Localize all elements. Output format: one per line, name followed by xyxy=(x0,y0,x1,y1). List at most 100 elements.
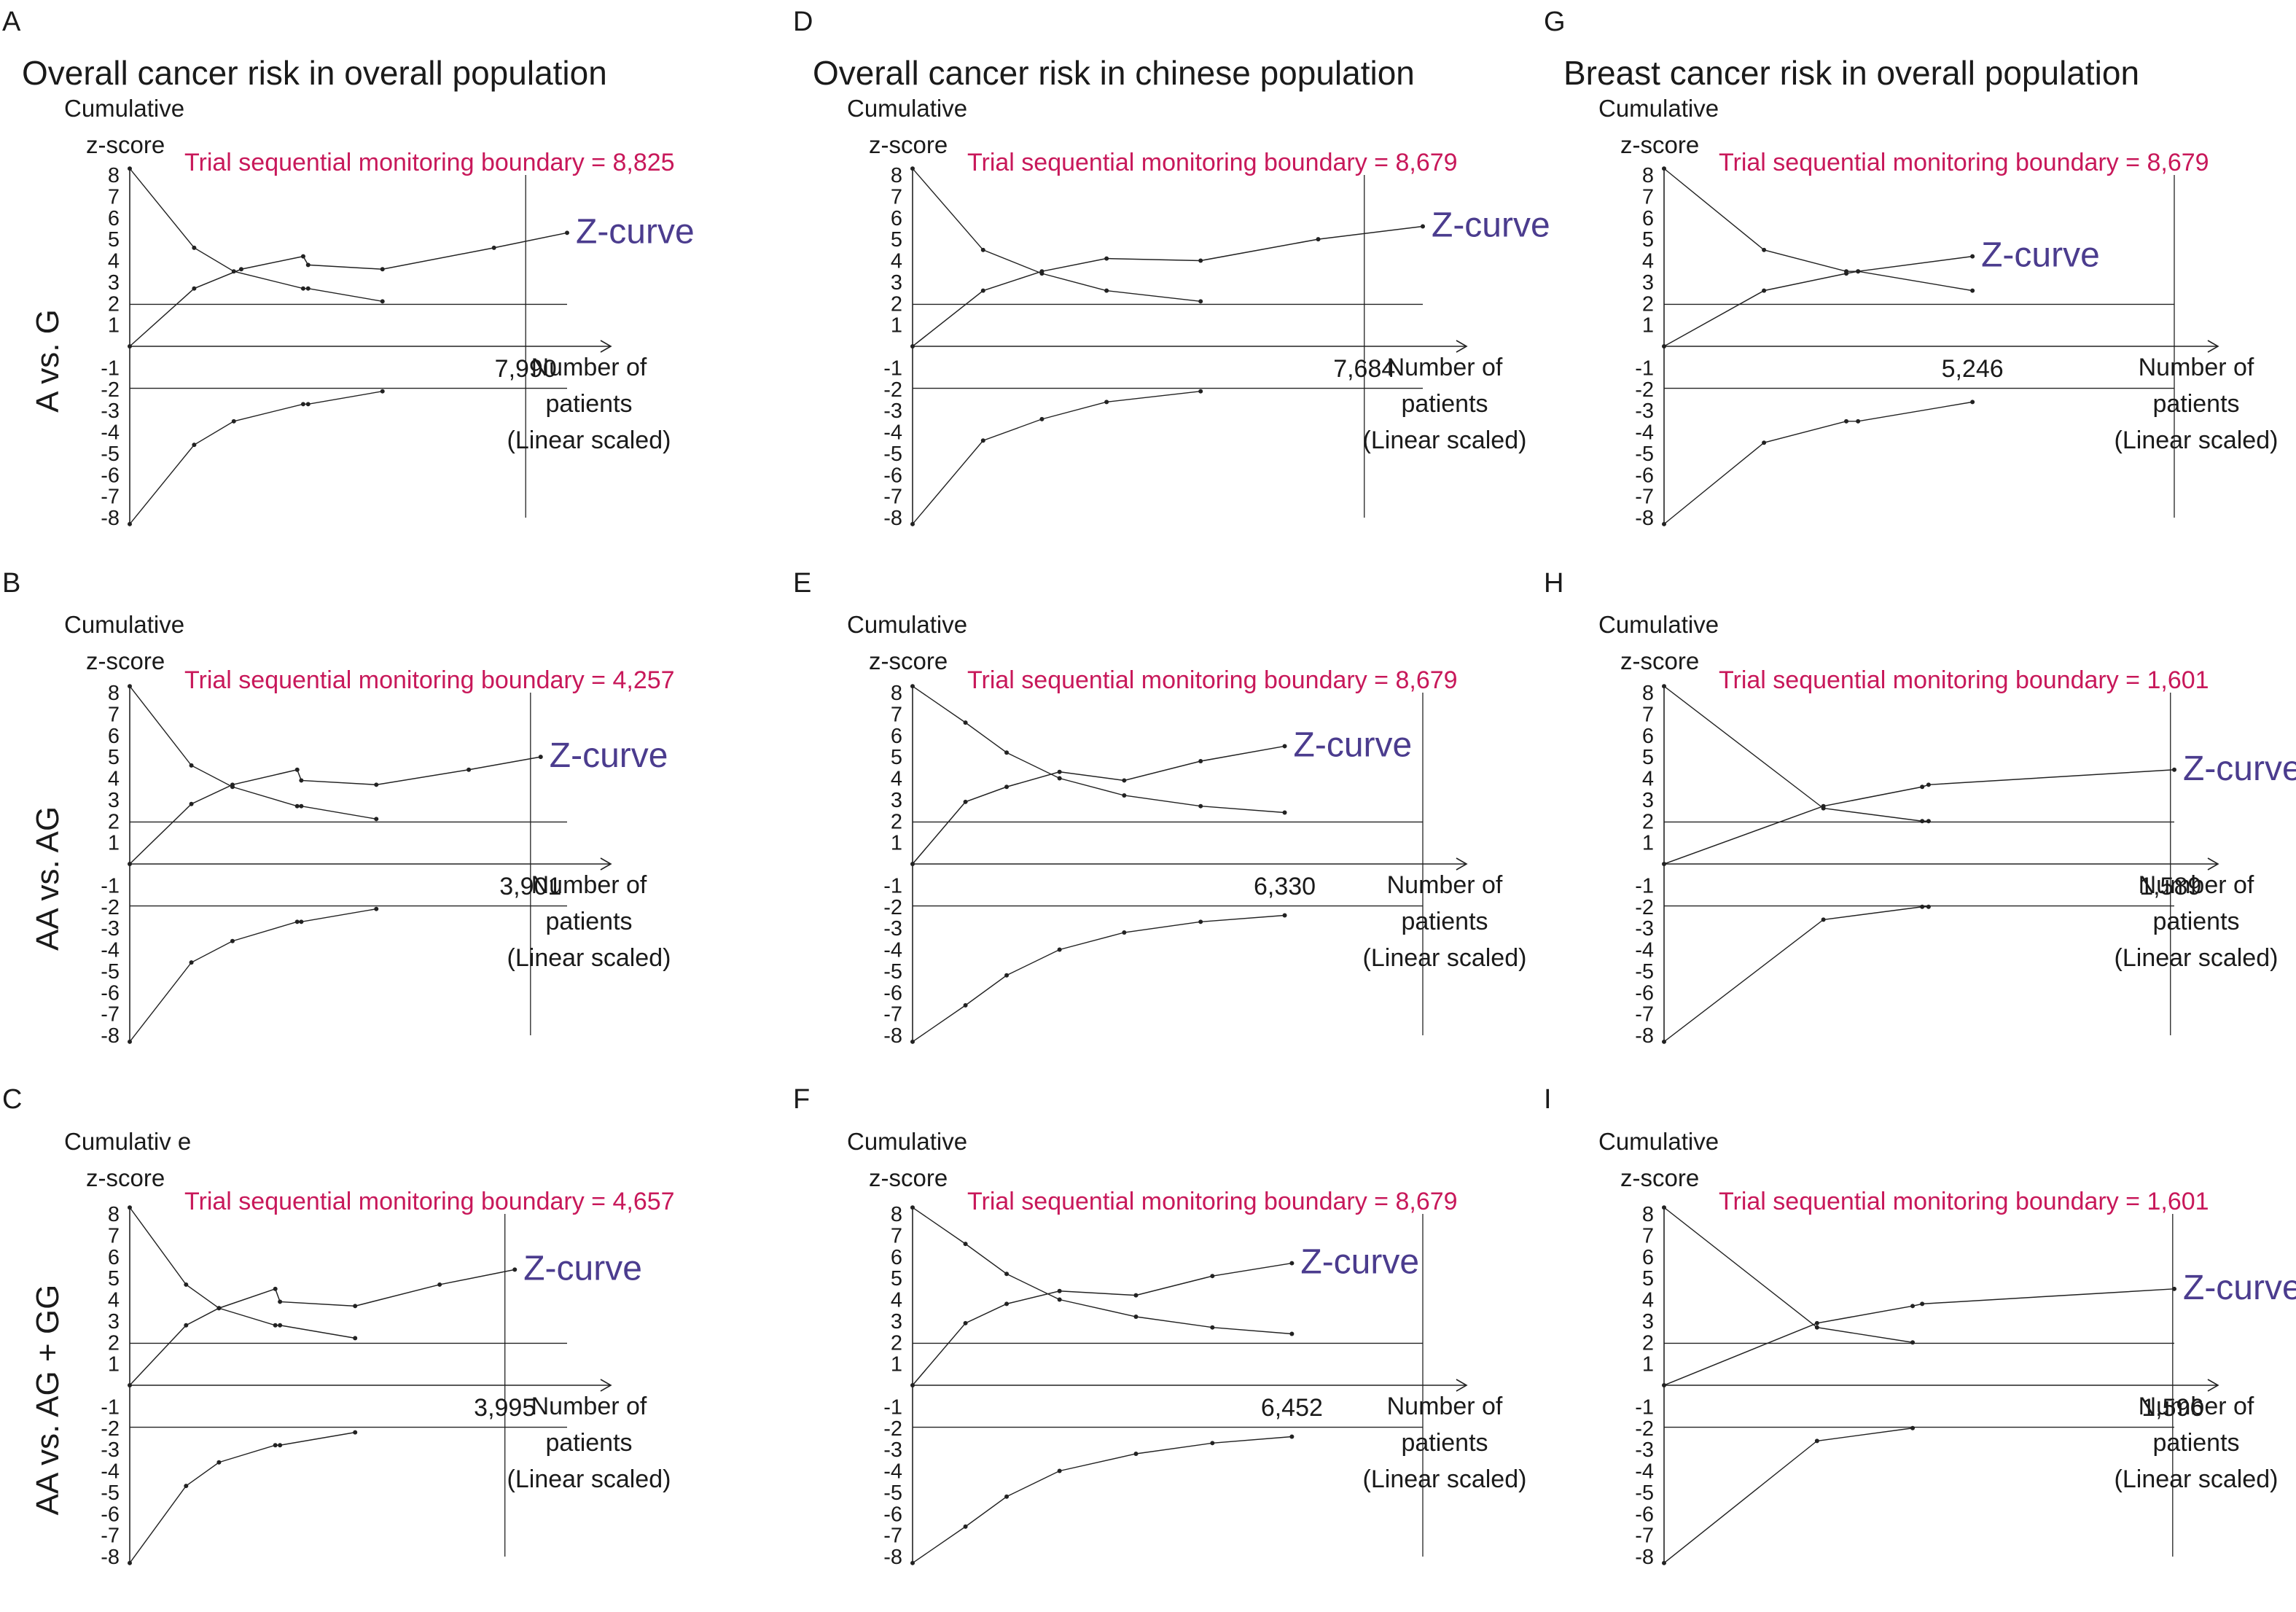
panel-f: F Cumulative z-score Trial sequential monit… xyxy=(793,1084,1526,1569)
z-curve-point xyxy=(2172,1286,2176,1291)
panel-letter: G xyxy=(1544,7,1566,37)
z-curve-point xyxy=(491,245,496,250)
z-curve-point xyxy=(374,782,379,787)
y-tick-label: -7 xyxy=(101,1003,120,1027)
ris-value-label: 5,246 xyxy=(1942,355,2004,383)
y-tick-label: -4 xyxy=(101,939,120,962)
y-tick-label: 6 xyxy=(891,1246,902,1269)
z-curve-label: Z-curve xyxy=(1432,206,1550,245)
lower-monitoring-boundary xyxy=(129,1431,356,1564)
upper-boundary-point xyxy=(1662,1205,1666,1210)
z-curve-point xyxy=(273,1286,278,1291)
z-curve-point xyxy=(437,1282,442,1287)
y-tick-label: 3 xyxy=(891,271,902,295)
z-curve-point xyxy=(278,1299,283,1304)
z-curve-point xyxy=(910,344,915,349)
y-tick-label: -2 xyxy=(883,896,902,919)
y-axis-label-line2: z-score xyxy=(869,131,948,158)
lower-boundary-point xyxy=(1289,1434,1295,1439)
y-tick-label: -7 xyxy=(1635,486,1654,509)
z-curve-point xyxy=(1844,271,1849,276)
y-tick-label: 5 xyxy=(1642,228,1654,252)
panel-letter: B xyxy=(2,568,20,599)
y-tick-label: -7 xyxy=(101,486,120,509)
upper-monitoring-boundary xyxy=(129,168,383,303)
x-axis-label-line: Number of xyxy=(1387,354,1503,381)
y-tick-label: -7 xyxy=(883,486,902,509)
y-tick-label: 4 xyxy=(108,250,120,273)
y-tick-label: 4 xyxy=(1642,250,1654,273)
y-tick-label: 5 xyxy=(108,746,120,769)
y-tick-label: -4 xyxy=(883,939,902,962)
z-curve-label: Z-curve xyxy=(1981,236,2100,275)
x-axis-label-line: patients xyxy=(2152,390,2239,418)
z-curve-point xyxy=(353,1304,358,1309)
y-tick-label: -8 xyxy=(1635,507,1654,530)
z-curve-point xyxy=(980,288,985,293)
y-tick-label: 8 xyxy=(1642,1203,1654,1226)
y-tick-label: 4 xyxy=(1642,768,1654,791)
upper-boundary-point xyxy=(1289,1331,1295,1336)
panel-c: C Cumulativ e z-score Trial sequential moni… xyxy=(2,1084,675,1569)
lower-boundary-point xyxy=(1198,389,1203,394)
lower-boundary-point xyxy=(910,521,915,526)
z-curve xyxy=(1663,1288,2175,1386)
lower-boundary-point xyxy=(1057,1468,1062,1473)
upper-boundary-point xyxy=(278,1323,283,1328)
upper-monitoring-boundary xyxy=(912,685,1285,814)
y-tick-label: -5 xyxy=(101,960,120,984)
upper-boundary-point xyxy=(1926,819,1931,824)
z-curve-point xyxy=(1762,288,1767,293)
upper-boundary-point xyxy=(963,1242,968,1247)
z-curve-point xyxy=(1662,862,1666,866)
y-tick-label: -7 xyxy=(1635,1525,1654,1548)
x-axis-label-line: patients xyxy=(1401,1429,1488,1457)
y-tick-label: -5 xyxy=(1635,1481,1654,1505)
z-curve-point xyxy=(1198,258,1203,263)
y-tick-label: -6 xyxy=(1635,1503,1654,1526)
z-curve-point xyxy=(910,862,915,866)
z-curve-point xyxy=(1910,1304,1916,1309)
lower-boundary-point xyxy=(1662,521,1666,526)
upper-boundary-point xyxy=(910,1205,915,1210)
y-tick-label: 2 xyxy=(1642,292,1654,316)
x-axis-label-line: Number of xyxy=(1387,871,1503,899)
y-tick-label: 8 xyxy=(108,682,120,705)
lower-boundary-point xyxy=(380,389,385,394)
z-curve-point xyxy=(128,344,132,349)
y-tick-label: -2 xyxy=(883,378,902,402)
z-curve-point xyxy=(189,801,194,806)
x-axis-label-line: (Linear scaled) xyxy=(2115,427,2279,454)
y-tick-label: 7 xyxy=(1642,703,1654,726)
y-tick-label: -8 xyxy=(101,1546,120,1569)
y-tick-label: -4 xyxy=(1635,1460,1654,1484)
upper-boundary-point xyxy=(353,1336,358,1341)
z-curve xyxy=(129,1269,515,1386)
x-axis-label-line: patients xyxy=(1401,390,1488,418)
z-curve-point xyxy=(1039,269,1044,274)
y-tick-label: -8 xyxy=(1635,1024,1654,1048)
panel-i: I Cumulative z-score Trial sequential monit… xyxy=(1544,1084,2296,1569)
z-curve-point xyxy=(1821,803,1826,809)
z-curve-point xyxy=(1133,1293,1139,1298)
y-tick-label: 5 xyxy=(1642,1267,1654,1290)
lower-boundary-point xyxy=(294,919,300,924)
y-tick-label: -5 xyxy=(883,1481,902,1505)
upper-boundary-point xyxy=(1104,288,1109,293)
z-curve-point xyxy=(1057,1288,1062,1293)
y-tick-label: 3 xyxy=(108,789,120,812)
panel-letter: D xyxy=(793,7,813,37)
y-tick-label: -1 xyxy=(1635,357,1654,380)
z-curve-label: Z-curve xyxy=(1294,725,1413,764)
monitoring-boundary-label: Trial sequential monitoring boundary = 8… xyxy=(967,1188,1458,1215)
y-tick-label: -1 xyxy=(1635,1395,1654,1419)
y-axis-label-line1: Cumulative xyxy=(1598,95,1719,122)
y-tick-label: 8 xyxy=(108,1203,120,1226)
lower-boundary-point xyxy=(273,1443,278,1448)
lower-boundary-point xyxy=(1856,418,1861,424)
z-curve-point xyxy=(1856,269,1861,274)
lower-monitoring-boundary xyxy=(129,390,383,525)
z-curve-point xyxy=(565,230,569,235)
y-tick-label: -6 xyxy=(883,981,902,1005)
